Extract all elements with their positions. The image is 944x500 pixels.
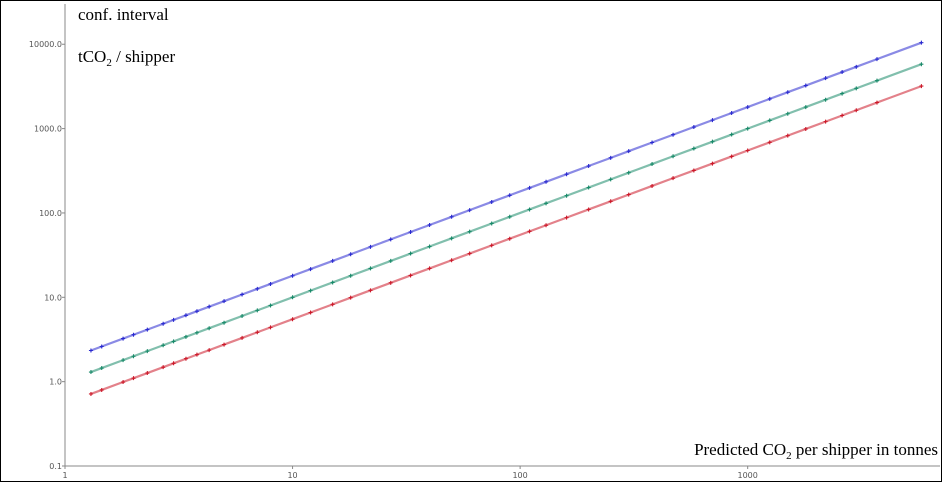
series-predicted: [88, 62, 924, 375]
x-axis-label-subscript: 2: [786, 450, 792, 462]
chart-frame: [0, 0, 942, 482]
y-tick-label: 1000.0: [34, 125, 62, 134]
axes: [62, 4, 940, 469]
y-tick-label: 0.1: [49, 462, 62, 471]
y-axis-label-line2: tCO2 / shipper: [78, 47, 175, 69]
y-tick-label: 10000.0: [29, 40, 62, 49]
series-lower: [88, 84, 924, 396]
y-tick-label: 1.0: [49, 378, 62, 387]
y-axis-label-subscript: 2: [106, 57, 112, 69]
series-band-lower: [90, 85, 922, 395]
y-tick-label: 10.0: [44, 293, 62, 302]
y-axis-label-tail: / shipper: [112, 47, 176, 66]
x-axis-label-tail: per shipper in tonnes: [792, 440, 938, 459]
data-points: [88, 40, 924, 396]
series-band-upper: [90, 41, 922, 352]
x-tick-label: 100: [512, 471, 527, 480]
y-axis-label-main: tCO: [78, 47, 106, 66]
y-axis-label-line1: conf. interval: [78, 5, 169, 24]
y-tick-label: 100.0: [39, 209, 62, 218]
x-axis-label: Predicted CO2 per shipper in tonnes: [694, 440, 938, 462]
series-upper: [88, 40, 924, 353]
x-tick-label: 1000: [738, 471, 758, 480]
x-tick-label: 1: [62, 471, 67, 480]
series-band-predicted: [90, 63, 922, 374]
x-tick-label: 10: [287, 471, 297, 480]
tick-labels: 0.1 1.0 10.0 100.0 1000.0 10000.0 1 10 100 1000: [29, 40, 758, 480]
x-axis-label-main: Predicted CO: [694, 440, 786, 459]
